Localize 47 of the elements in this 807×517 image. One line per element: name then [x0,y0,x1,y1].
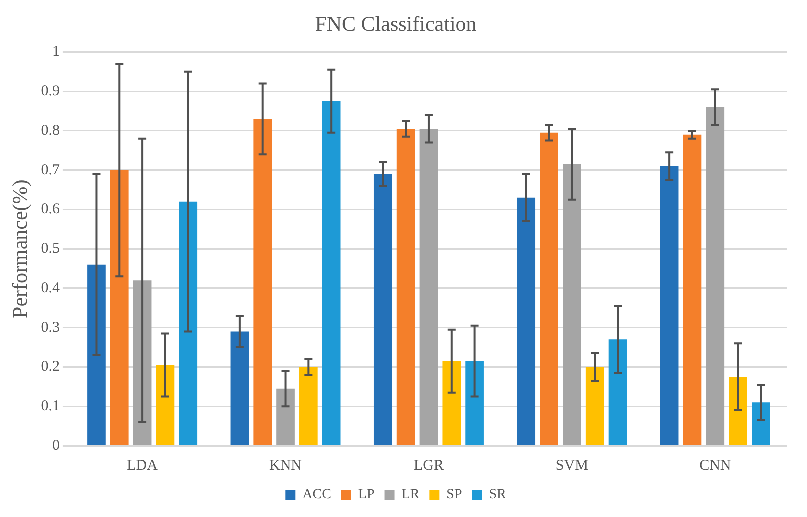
y-tick-label: 0.8 [41,122,60,139]
bar [442,361,462,446]
legend-label: SP [446,488,462,503]
y-tick-label: 0.2 [41,359,60,376]
y-tick-label: 0.1 [41,398,60,415]
x-tick-label: KNN [270,458,302,474]
x-tick-label: LDA [127,458,158,474]
bar [300,367,318,446]
legend-label: SR [489,488,508,503]
bar [683,134,702,446]
y-tick-label: 0.4 [41,280,60,296]
bar [179,202,198,446]
bar [88,264,106,446]
bar [729,377,748,446]
y-tick-label: 0.7 [41,162,60,178]
bar [660,166,679,446]
bar [517,198,536,446]
chart-title: FNC Classification [315,12,478,36]
y-axis-title: Performance(%) [8,180,32,318]
x-tick-label: LGR [414,458,444,474]
bar [420,128,438,446]
bar [374,174,392,446]
bar [563,164,582,446]
bar [466,361,484,446]
y-tick-label: 0.5 [41,241,60,258]
bar [230,332,250,446]
bar [586,367,604,446]
bar [540,132,558,446]
bar [110,170,129,446]
bar [608,340,628,446]
y-tick-label: 0 [52,438,60,454]
legend-label: LR [402,488,420,503]
y-tick-label: 0.3 [41,320,60,336]
x-tick-label: CNN [700,458,732,474]
bar [706,107,725,446]
bar [156,365,175,446]
x-tick-label: SVM [556,458,588,474]
bar [254,119,272,446]
bar [276,388,295,446]
bar [752,402,770,446]
legend-label: ACC [302,488,332,503]
y-tick-label: 1 [52,44,60,60]
legend-label: LP [358,488,375,503]
y-tick-label: 0.9 [41,84,60,100]
bar [322,101,341,446]
bar [396,128,416,446]
y-tick-label: 0.6 [41,202,60,218]
